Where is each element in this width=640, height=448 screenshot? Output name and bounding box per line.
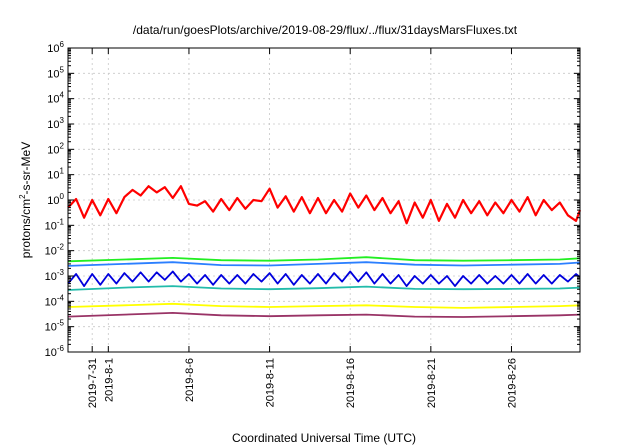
y-tick-label-exponent: 0 [60, 192, 65, 201]
y-tick-label-base: 10 [45, 246, 57, 258]
x-tick-label: 2019-8-6 [184, 358, 196, 402]
axes: 10-610-510-410-310-210-11001011021031041… [45, 40, 580, 408]
series-line-7 [67, 312, 581, 318]
y-tick-label: 100 [47, 192, 64, 207]
series-layer [67, 185, 582, 318]
y-tick-label-exponent: 1 [60, 167, 65, 176]
y-axis-label: protons/cm2-s-sr-MeV [18, 142, 33, 258]
x-tick-label: 2019-8-21 [426, 358, 438, 408]
y-tick-label: 10-4 [45, 293, 65, 308]
x-tick-label: 2019-8-11 [265, 358, 277, 407]
y-tick-label-base: 10 [47, 68, 59, 80]
y-tick-label-base: 10 [47, 144, 59, 156]
y-tick-label-base: 10 [45, 220, 57, 232]
y-tick-label-exponent: -2 [57, 243, 65, 252]
y-tick-label: 104 [47, 91, 64, 106]
y-tick-label-base: 10 [47, 94, 59, 106]
y-axis-label-sup: 2 [18, 194, 27, 199]
y-tick-label-exponent: -3 [57, 268, 65, 277]
y-tick-label-base: 10 [47, 170, 59, 182]
y-axis-label-main: protons/cm [19, 199, 33, 258]
grid [68, 48, 580, 352]
y-tick-label-exponent: 2 [60, 141, 65, 150]
y-tick-label: 106 [47, 40, 64, 55]
y-tick-label-base: 10 [47, 195, 59, 207]
y-tick-label-base: 10 [45, 347, 57, 359]
y-axis-label-rest: -s-sr-MeV [19, 142, 33, 195]
y-tick-label: 10-3 [45, 268, 65, 283]
series-line-3 [67, 261, 581, 267]
y-tick-label-exponent: -6 [57, 344, 65, 353]
y-tick-label: 10-5 [45, 319, 65, 334]
y-tick-label-exponent: 6 [60, 40, 65, 49]
y-tick-label-base: 10 [45, 296, 57, 308]
series-line-5 [67, 285, 581, 291]
series-line-2 [67, 256, 581, 263]
x-tick-label: 2019-8-16 [345, 358, 357, 408]
chart-title: /data/run/goesPlots/archive/2019-08-29/f… [133, 23, 518, 37]
series-line-4 [67, 270, 581, 287]
y-tick-label-exponent: -4 [57, 293, 65, 302]
series-line-6 [67, 302, 581, 309]
y-tick-label-base: 10 [47, 43, 59, 55]
y-tick-label: 10-6 [45, 344, 65, 359]
x-tick-label: 2019-8-26 [506, 358, 518, 408]
y-tick-label-exponent: -1 [57, 217, 65, 226]
x-axis-label: Coordinated Universal Time (UTC) [232, 431, 416, 445]
y-tick-label: 103 [47, 116, 64, 131]
y-tick-label: 105 [47, 65, 64, 80]
series-line-1 [67, 185, 582, 225]
y-tick-label-base: 10 [45, 271, 57, 283]
y-tick-label-exponent: -5 [57, 319, 65, 328]
y-tick-label: 101 [47, 167, 64, 182]
y-tick-label: 10-1 [45, 217, 65, 232]
y-tick-label-exponent: 3 [60, 116, 65, 125]
x-tick-label: 2019-7-31 [87, 358, 99, 408]
y-tick-label-exponent: 5 [60, 65, 65, 74]
y-tick-label: 10-2 [45, 243, 65, 258]
y-tick-label-base: 10 [45, 322, 57, 334]
x-tick-label: 2019-8-1 [103, 358, 115, 402]
y-tick-label: 102 [47, 141, 64, 156]
y-tick-label-exponent: 4 [60, 91, 65, 100]
y-tick-label-base: 10 [47, 119, 59, 131]
